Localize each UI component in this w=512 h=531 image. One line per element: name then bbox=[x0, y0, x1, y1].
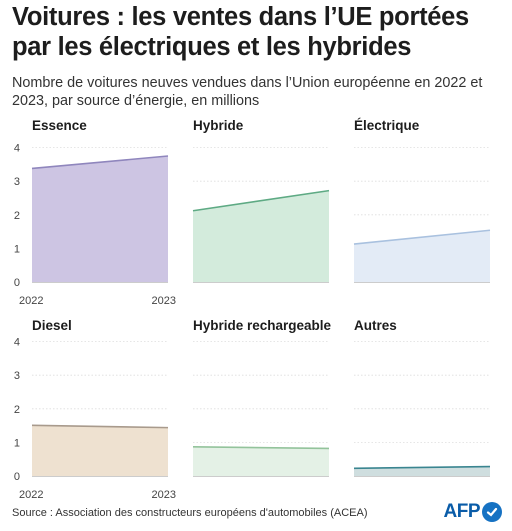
chart-subtitle: Nombre de voitures neuves vendues dans l… bbox=[12, 75, 483, 109]
panel-title-diesel: Diesel bbox=[32, 318, 72, 333]
x-tick-label-essence-2022: 2022 bbox=[19, 295, 43, 307]
area-hybride bbox=[193, 190, 329, 282]
y-tick-label-essence-1: 1 bbox=[14, 243, 20, 255]
y-tick-label-diesel-4: 4 bbox=[14, 337, 20, 349]
area-autres bbox=[354, 466, 490, 476]
panel-title-essence: Essence bbox=[32, 118, 87, 133]
chart-title: Voitures : les ventes dans l’UE portées … bbox=[12, 3, 469, 61]
area-hybride-rechargeable bbox=[193, 446, 329, 476]
afp-logo: AFP bbox=[443, 500, 502, 524]
panel-title-hybride-rechargeable: Hybride rechargeable bbox=[193, 318, 332, 333]
y-tick-label-diesel-2: 2 bbox=[14, 404, 20, 416]
afp-logo-text: AFP bbox=[443, 501, 481, 522]
area-diesel bbox=[32, 425, 168, 476]
y-tick-label-diesel-3: 3 bbox=[14, 370, 20, 382]
area-essence bbox=[32, 156, 168, 282]
series-line-diesel bbox=[31, 424, 169, 429]
y-tick-label-diesel-1: 1 bbox=[14, 437, 20, 449]
x-tick-label-diesel-2023: 2023 bbox=[152, 489, 176, 501]
area-electrique bbox=[354, 230, 490, 282]
series-line-autres bbox=[353, 465, 491, 470]
panel-title-electrique: Électrique bbox=[354, 118, 420, 133]
y-tick-label-essence-4: 4 bbox=[14, 143, 20, 155]
y-tick-label-diesel-0: 0 bbox=[14, 471, 20, 483]
y-tick-label-essence-0: 0 bbox=[14, 277, 20, 289]
source-note: Source : Association des constructeurs e… bbox=[12, 507, 368, 519]
panel-title-hybride: Hybride bbox=[193, 118, 244, 133]
series-line-hybride bbox=[192, 189, 330, 212]
y-tick-label-essence-3: 3 bbox=[14, 176, 20, 188]
series-line-essence bbox=[31, 155, 169, 170]
series-line-electrique bbox=[353, 229, 491, 245]
x-tick-label-essence-2023: 2023 bbox=[152, 295, 176, 307]
panel-title-autres: Autres bbox=[354, 318, 397, 333]
x-tick-label-diesel-2022: 2022 bbox=[19, 489, 43, 501]
series-line-hybride-rechargeable bbox=[192, 445, 330, 450]
y-tick-label-essence-2: 2 bbox=[14, 210, 20, 222]
afp-logo-icon bbox=[482, 502, 502, 522]
